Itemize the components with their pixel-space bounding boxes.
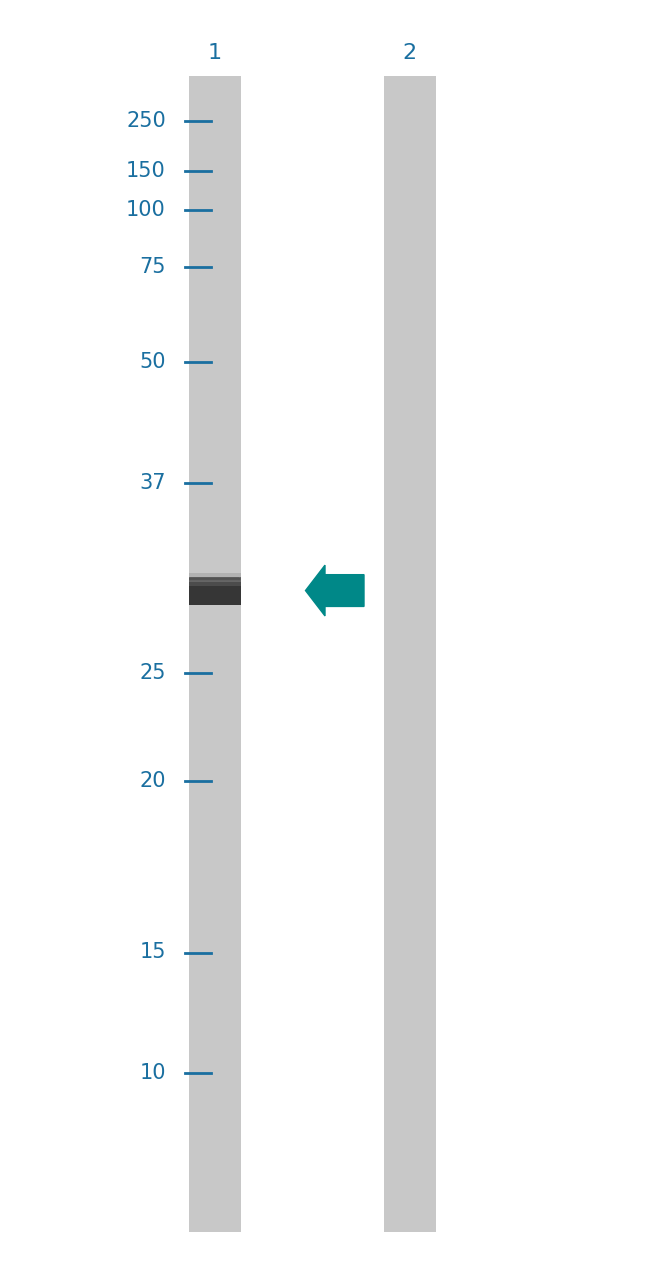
Bar (188, 573, 240, 578)
Text: 10: 10 (139, 1063, 166, 1083)
Text: 150: 150 (126, 161, 166, 182)
Text: 250: 250 (126, 110, 166, 131)
Text: 2: 2 (402, 43, 417, 64)
Text: 25: 25 (139, 663, 166, 683)
Bar (188, 577, 240, 605)
Text: 100: 100 (126, 199, 166, 220)
Bar (188, 580, 240, 585)
Bar (188, 76, 240, 1232)
Text: 20: 20 (139, 771, 166, 791)
FancyArrow shape (306, 565, 364, 616)
Bar (188, 577, 240, 582)
Text: 50: 50 (139, 352, 166, 372)
Text: 15: 15 (139, 942, 166, 963)
Text: 75: 75 (139, 257, 166, 277)
Text: 37: 37 (139, 472, 166, 493)
Bar (384, 76, 436, 1232)
Text: 1: 1 (207, 43, 222, 64)
